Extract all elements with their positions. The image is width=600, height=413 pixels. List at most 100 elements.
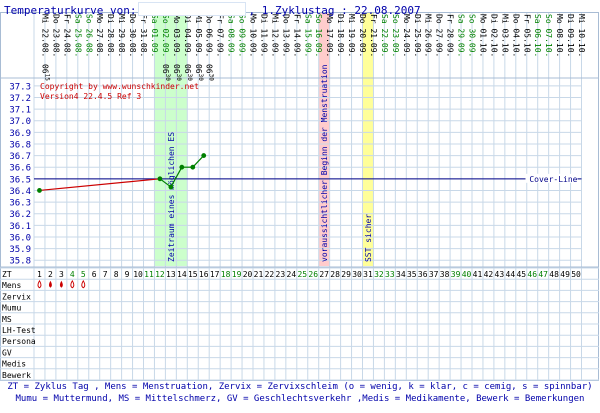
row-label-mumu: Mumu [2, 304, 21, 313]
temperature-segment [39, 178, 160, 192]
zt-number: 3 [59, 270, 64, 279]
date-header: Do 30.08. [128, 14, 137, 57]
zt-number: 23 [276, 270, 286, 279]
time-minutes: 15 [43, 74, 50, 82]
y-tick-label: 35.9 [9, 245, 31, 255]
date-header: Sa 22.09. [380, 14, 389, 57]
zt-number: 37 [429, 270, 439, 279]
date-header: So 23.09. [391, 14, 400, 57]
time-minutes: 30 [208, 74, 215, 82]
band-menstruation [318, 13, 330, 266]
time-minutes: 30 [197, 74, 204, 82]
date-header: Mo 17.09. [325, 14, 334, 57]
time-label: 0630 [183, 64, 193, 81]
zt-number: 28 [330, 270, 340, 279]
zt-number: 48 [549, 270, 559, 279]
temperature-segment [170, 166, 183, 188]
zt-number: 34 [396, 270, 406, 279]
time-label: 0615 [40, 64, 50, 81]
zt-number: 8 [114, 270, 119, 279]
zt-number: 31 [363, 270, 373, 279]
zt-number: 1 [37, 270, 42, 279]
band-sst [362, 13, 374, 266]
y-tick-label: 36.6 [9, 164, 31, 174]
zt-number: 30 [352, 270, 362, 279]
date-header: Do 04.10. [511, 14, 520, 57]
date-header: Sa 15.09. [303, 14, 312, 57]
temperature-point [201, 153, 207, 158]
zt-number: 22 [265, 270, 275, 279]
date-header: Fr 24.08. [62, 14, 71, 57]
zt-number: 25 [297, 270, 307, 279]
date-header: Sa 01.09. [150, 14, 159, 57]
date-header: Mi 19.09. [347, 14, 356, 57]
zt-number: 41 [473, 270, 483, 279]
band-fertile [154, 13, 188, 266]
coverline-label-bg [525, 173, 578, 183]
date-header: Di 11.09. [259, 14, 268, 57]
row-label-mens: Mens [2, 281, 21, 290]
date-header: So 09.09. [238, 14, 247, 57]
date-header: Mo 01.10. [478, 14, 487, 57]
temperature-point [190, 164, 196, 170]
row-label-persona: Persona [2, 337, 36, 346]
y-tick-label: 36.2 [9, 210, 31, 220]
date-header: Di 09.10. [566, 14, 575, 57]
zt-number: 12 [155, 270, 165, 279]
mens-drop-icon [48, 280, 52, 288]
date-header: So 07.10. [544, 14, 553, 57]
date-header: So 30.09. [468, 14, 477, 57]
zt-number: 27 [319, 270, 329, 279]
date-header: So 16.09. [314, 14, 323, 57]
zt-number: 29 [341, 270, 351, 279]
zt-number: 46 [527, 270, 537, 279]
zt-number: 4 [70, 270, 75, 279]
coverline-label: Cover-Line [529, 175, 577, 184]
legend: ZT = Zyklus Tag , Mens = Menstruation, Z… [0, 381, 600, 405]
zt-number: 43 [495, 270, 505, 279]
mens-drop-outline-icon [37, 279, 42, 289]
date-header: Mi 22.08. [40, 14, 49, 57]
zt-number: 15 [188, 270, 198, 279]
chart-frame [0, 12, 599, 381]
row-label-zervix: Zervix [2, 292, 31, 301]
date-header: Di 28.08. [106, 14, 115, 57]
row-label-medis: Medis [2, 360, 26, 369]
zt-number: 9 [125, 270, 130, 279]
row-label-lh: LH-Test [2, 326, 36, 335]
time-minutes: 30 [186, 74, 193, 82]
zt-number: 6 [92, 270, 97, 279]
temperature-point [37, 188, 42, 193]
legend-line-1: ZT = Zyklus Tag , Mens = Menstruation, Z… [7, 382, 593, 392]
date-header: Do 06.09. [205, 14, 214, 57]
date-header: Do 23.08. [51, 14, 60, 57]
zt-number: 19 [232, 270, 242, 279]
date-header: Di 02.10. [489, 14, 498, 57]
date-header: Do 27.09. [435, 14, 444, 57]
zt-number: 5 [81, 270, 86, 279]
date-header: Sa 08.09. [227, 14, 236, 57]
date-header: Di 04.09. [183, 14, 192, 57]
y-tick-label: 36.8 [9, 140, 31, 150]
time-minutes: 30 [175, 74, 182, 82]
zt-number: 50 [571, 270, 581, 279]
y-tick-label: 36.9 [9, 129, 31, 139]
zt-number: 39 [451, 270, 461, 279]
copyright-text: Copyright by www.wunschkinder.net [40, 82, 199, 91]
sst-band-label: SST sicher [364, 214, 373, 262]
date-header: So 26.08. [84, 14, 93, 57]
zt-number: 11 [144, 270, 154, 279]
zt-number: 16 [199, 270, 209, 279]
date-header: Do 20.09. [358, 14, 367, 57]
row-label-bewerk: Bewerk [2, 371, 31, 380]
date-header: Fr 28.09. [446, 14, 455, 57]
y-tick-label: 36.4 [9, 187, 31, 197]
date-header: Fr 07.09. [216, 14, 225, 57]
zt-number: 36 [418, 270, 428, 279]
date-header: Sa 06.10. [533, 14, 542, 57]
zt-number: 35 [407, 270, 417, 279]
date-header: Sa 29.09. [457, 14, 466, 57]
date-header: Mo 03.09. [172, 14, 181, 57]
zt-number: 33 [385, 270, 395, 279]
